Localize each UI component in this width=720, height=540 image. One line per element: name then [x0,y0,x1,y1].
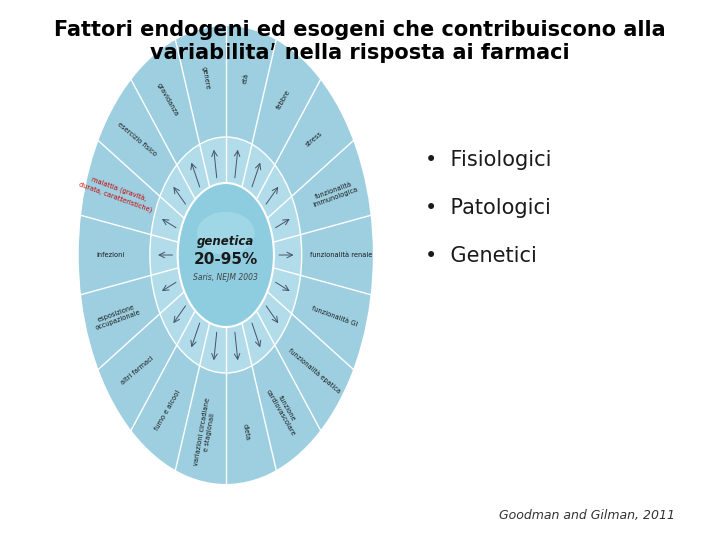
Text: stress: stress [305,131,324,149]
Text: infezioni: infezioni [96,252,125,258]
Text: •  Patologici: • Patologici [425,198,551,218]
Text: funzione
cardiovascolare: funzione cardiovascolare [265,384,302,436]
Text: funzionalità epatica: funzionalità epatica [287,347,342,394]
Text: •  Genetici: • Genetici [425,246,536,266]
Text: funzionalità GI: funzionalità GI [311,305,358,327]
Text: dieta: dieta [241,423,251,441]
Text: Goodman and Gilman, 2011: Goodman and Gilman, 2011 [499,509,675,522]
Text: genere: genere [201,66,211,90]
Text: Saris, NEJM 2003: Saris, NEJM 2003 [194,273,258,281]
Text: funzionalità renale: funzionalità renale [310,252,372,258]
Ellipse shape [197,212,255,255]
Text: funzionalità
immunologica: funzionalità immunologica [310,179,359,208]
Text: variazioni circadiane
e stagionali: variazioni circadiane e stagionali [194,397,218,467]
Text: fumo e alcool: fumo e alcool [154,389,182,431]
Text: malattia (gravità,
durata, caratteristiche): malattia (gravità, durata, caratteristic… [78,173,156,214]
Text: variabilita’ nella risposta ai farmaci: variabilita’ nella risposta ai farmaci [150,43,570,63]
Ellipse shape [150,137,302,373]
Text: gravidanza: gravidanza [156,82,180,117]
Text: altri farmaci: altri farmaci [120,355,155,386]
Text: •  Fisiologici: • Fisiologici [425,150,552,170]
Text: 20-95%: 20-95% [194,253,258,267]
Text: esposizione
occupazionale: esposizione occupazionale [92,302,142,330]
Text: età: età [242,72,250,84]
Text: genetica: genetica [197,234,254,247]
Text: esercizio fisico: esercizio fisico [117,122,158,158]
Text: Fattori endogeni ed esogeni che contribuiscono alla: Fattori endogeni ed esogeni che contribu… [54,20,666,40]
Text: febbre: febbre [276,89,292,110]
Ellipse shape [178,183,274,327]
Ellipse shape [78,25,374,485]
